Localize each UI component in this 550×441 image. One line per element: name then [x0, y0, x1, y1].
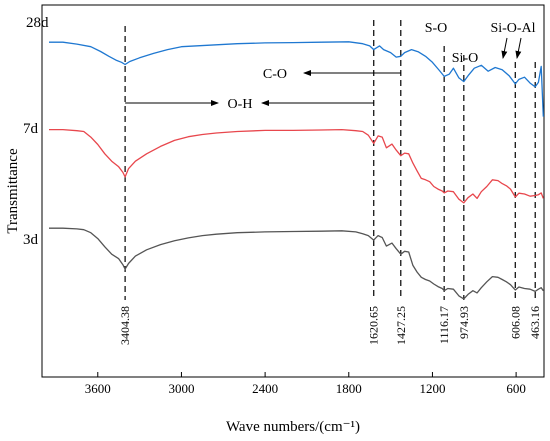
series-line-28d	[49, 41, 544, 117]
y-axis-title: Transmittance	[5, 148, 21, 234]
x-tick-label-600: 600	[506, 381, 526, 396]
c-o-label: C-O	[263, 67, 287, 82]
x-axis: 3600 3000 2400 1800 1200 600	[85, 372, 526, 396]
peak-label-606: 606.08	[508, 306, 522, 339]
plot-frame	[41, 4, 545, 378]
peak-label-463: 463.16	[528, 306, 542, 339]
peak-label-1621: 1620.65	[367, 306, 381, 345]
peak-label-1116: 1116.17	[437, 306, 451, 344]
series-group: 28d 7d 3d	[23, 15, 544, 300]
series-line-7d	[49, 128, 544, 204]
annotations-group: S-O Si-O Si-O-Al C-O O-H	[125, 21, 536, 112]
peak-lines-group: 3404.38 1620.65 1427.25 1116.17 974.93 606.08…	[118, 20, 542, 345]
peak-label-3404: 3404.38	[118, 306, 132, 345]
x-axis-title: Wave numbers/(cm⁻¹)	[226, 419, 360, 435]
series-label-3d: 3d	[23, 232, 39, 248]
peak-label-1427: 1427.25	[394, 306, 408, 345]
si-o-al-arrow-2	[515, 37, 522, 59]
peak-label-975: 974.93	[457, 306, 471, 339]
x-tick-label-3600: 3600	[85, 381, 111, 396]
x-tick-label-3000: 3000	[168, 381, 194, 396]
x-tick-label-1800: 1800	[336, 381, 362, 396]
si-o-label: Si-O	[452, 51, 478, 66]
series-line-3d	[49, 227, 544, 300]
series-label-28d: 28d	[26, 15, 49, 31]
o-h-label: O-H	[228, 97, 253, 112]
s-o-label: S-O	[425, 21, 448, 36]
x-tick-label-1200: 1200	[419, 381, 445, 396]
x-tick-label-2400: 2400	[252, 381, 278, 396]
si-o-al-arrow-1	[501, 37, 508, 59]
si-o-al-label: Si-O-Al	[490, 21, 535, 36]
series-label-7d: 7d	[23, 121, 39, 137]
